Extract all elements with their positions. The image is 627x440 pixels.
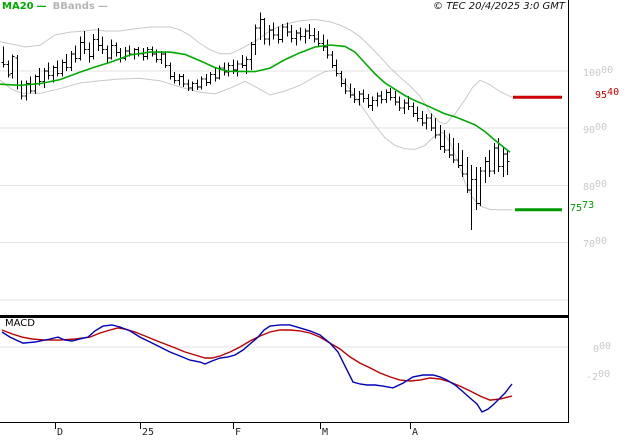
price-label-7000: 7000: [583, 236, 608, 251]
price-label-main: 75: [570, 203, 583, 214]
ma20-line: [0, 44, 511, 153]
price-label-sup: 40: [607, 87, 620, 98]
macd-panel-label: MACD: [5, 318, 35, 329]
price-label-main: 95: [595, 90, 608, 101]
legend-bbands-label: BBands: [52, 1, 95, 12]
legend-ma20-label: MA20: [2, 1, 34, 12]
price-label-sup: 73: [582, 200, 595, 211]
time-label-A: A: [412, 427, 419, 438]
price-label-9000: 9000: [583, 122, 608, 137]
price-label-8000: 8000: [583, 179, 608, 194]
legend-ma20-swatch: —: [36, 1, 47, 12]
price-label-main: 80: [583, 182, 596, 193]
legend-bbands-swatch: —: [97, 1, 108, 12]
copyright-text: © TEC 20/4/2025 3:0 GMT: [433, 1, 565, 12]
price-label-sup: 00: [595, 236, 608, 247]
price-label-0: 000: [593, 341, 612, 356]
bollinger-lower-band: [0, 69, 512, 211]
macd-line: [1, 324, 513, 413]
price-label-sup: 00: [595, 179, 608, 190]
price-label-sup: 00: [595, 122, 608, 133]
price-label-main: 100: [583, 68, 602, 79]
legend: MA20— BBands —: [2, 1, 114, 12]
price-label-main: 0: [593, 344, 600, 355]
price-label-main: 90: [583, 125, 596, 136]
price-label-sup: 00: [599, 341, 612, 352]
macd-signal-line: [1, 327, 513, 401]
panel-separator: [0, 315, 568, 318]
time-label-25: 25: [142, 427, 155, 438]
time-label-M: M: [322, 427, 329, 438]
price-label-10000: 10000: [583, 65, 614, 80]
time-label-F: F: [235, 427, 242, 438]
time-label-D: D: [57, 427, 64, 438]
price-label-7573: 7573: [570, 200, 595, 215]
price-label-main: 70: [583, 239, 596, 250]
price-label-9540: 9540: [595, 87, 620, 102]
price-label-sup: 00: [601, 65, 614, 76]
price-label-main: -2: [586, 372, 599, 383]
price-label-sup: 00: [598, 369, 611, 380]
price-label--200: -200: [586, 369, 611, 384]
